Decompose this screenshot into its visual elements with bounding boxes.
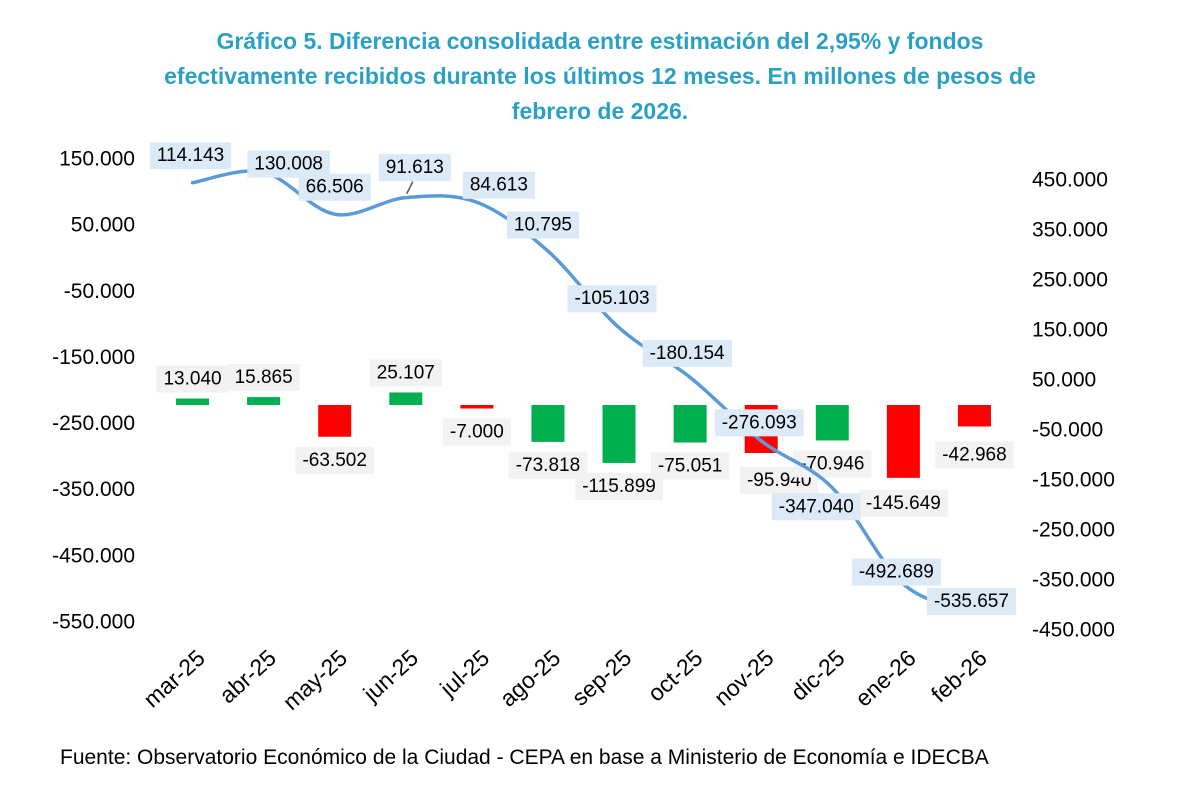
chart-title-line-2: efectivamente recibidos durante los últi… [164,63,1036,89]
bar [531,405,565,442]
bar [673,405,707,443]
right-axis-tick: -150.000 [1032,469,1115,492]
line-label-bg [462,171,535,199]
x-axis-label: ene-26 [850,644,921,711]
x-axis-label: ago-25 [495,644,566,711]
bar [886,405,920,478]
right-axis-tick: -350.000 [1032,569,1115,592]
chart-title-line-3: febrero de 2026. [511,98,689,124]
line-label: -276.093 [722,412,797,433]
bar-label-bg [650,452,730,480]
line-label-bg [926,588,1016,616]
line-label-bg [851,558,941,586]
line-label: 91.613 [386,157,444,178]
bar [815,405,849,441]
bar [389,392,423,405]
line-label: -535.657 [934,591,1009,612]
line-label: -180.154 [650,343,725,364]
bar [460,405,494,409]
line-label-bg [714,409,804,437]
bar-label-bg [575,472,663,500]
bar-label: -7.000 [450,422,504,443]
right-axis-tick: 450.000 [1032,169,1108,192]
bar-label: -115.899 [582,476,656,497]
line-label-bg [149,142,232,170]
x-axis-label: abr-25 [214,644,281,708]
right-axis-tick: -450.000 [1032,619,1115,642]
bar-label: -73.818 [516,455,580,476]
cumulative-line [190,169,977,615]
right-axis-tick: 50.000 [1032,369,1096,392]
left-axis-tick: -550.000 [52,611,135,634]
x-axis-label: jul-25 [434,644,494,702]
right-axis-tick: 250.000 [1032,269,1108,292]
bar-label-bg [793,450,872,478]
bar-label-bg [156,365,229,393]
left-axis-tick: 50.000 [71,214,135,237]
bar-label: 25.107 [377,362,435,383]
left-axis-tick: -450.000 [52,544,135,567]
bar-label: 13.040 [163,368,221,389]
left-axis-tick: 150.000 [59,148,135,171]
line-label-bg [506,211,580,239]
line-label: 10.795 [514,215,572,236]
line-label-bg [642,339,733,367]
x-axis-label: oct-25 [643,644,708,706]
right-axis-tick: 150.000 [1032,319,1108,342]
bar-label: 15.865 [235,367,293,388]
source-note: Fuente: Observatorio Económico de la Ciu… [60,746,989,769]
bar [318,405,352,437]
x-axis-label: mar-25 [138,644,210,712]
left-axis-tick: -150.000 [52,346,135,369]
chart-title-line-1: Gráfico 5. Diferencia consolidada entre … [216,28,984,54]
bar [957,405,991,427]
line-label: 130.008 [254,154,323,175]
bar-label-bg [858,489,948,517]
left-axis-tick: -50.000 [64,280,135,303]
bar-label-bg [935,441,1014,469]
line-label: -492.689 [859,562,934,583]
x-axis-label: sep-25 [567,644,637,710]
bar-label: -70.946 [800,453,864,474]
line-label-bg [771,493,861,521]
bar-label-bg [442,418,511,446]
chart-title: Gráfico 5. Diferencia consolidada entre … [0,24,1200,129]
x-axis-label: may-25 [278,644,352,715]
bar-label: -145.649 [866,493,941,514]
line-label-bg [298,173,371,201]
right-axis-tick: -50.000 [1032,419,1103,442]
bar [176,398,210,405]
bar-label: -63.502 [302,450,366,471]
bar-label-bg [295,446,374,474]
right-axis-tick: -250.000 [1032,519,1115,542]
x-axis-label: jun-25 [357,644,423,707]
x-axis-label: feb-26 [926,644,992,707]
left-axis-tick: -250.000 [52,412,135,435]
line-label: -105.103 [575,288,650,309]
right-axis-tick: 350.000 [1032,219,1108,242]
label-leader-line [406,181,414,194]
line-label: 66.506 [306,177,364,198]
bar-label-bg [227,364,300,392]
bar-label-bg [508,451,588,479]
line-label-bg [247,150,330,178]
bar-label: -42.968 [942,444,1006,465]
line-label-bg [567,285,657,313]
x-axis-label: dic-25 [786,644,850,705]
bar-label: -75.051 [658,456,722,477]
bar [247,397,281,405]
left-axis-tick: -350.000 [52,478,135,501]
line-label: 84.613 [470,175,528,196]
x-axis-label: nov-25 [709,644,779,710]
line-label: 114.143 [157,145,224,166]
bar [602,405,636,463]
bar-label-bg [369,359,442,387]
line-label: -347.040 [779,496,854,517]
line-label-bg [378,154,451,182]
